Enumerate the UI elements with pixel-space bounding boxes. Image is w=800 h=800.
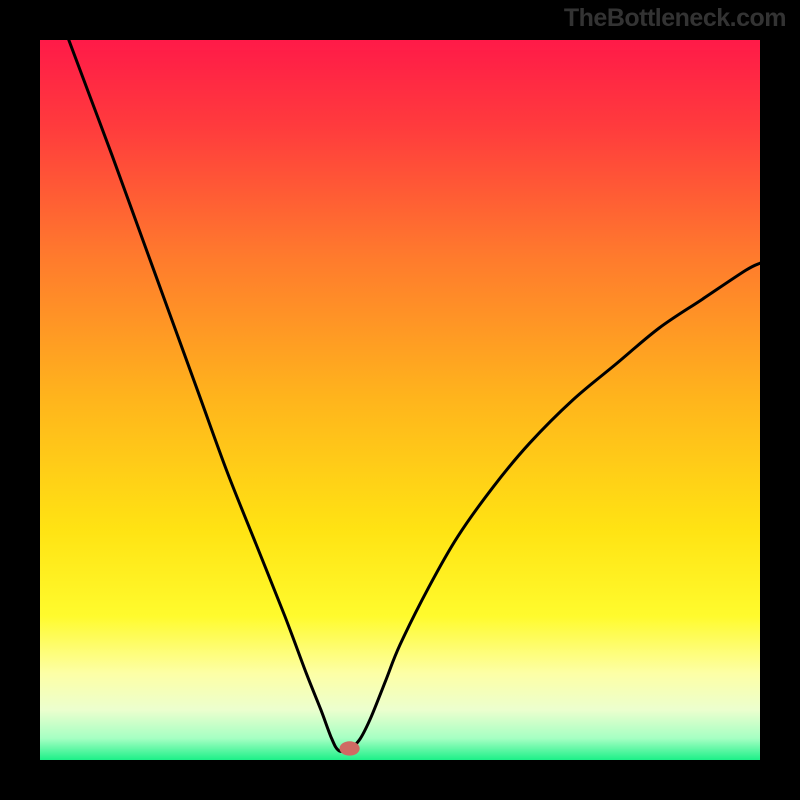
- minimum-marker: [340, 741, 360, 755]
- chart-frame: TheBottleneck.com: [0, 0, 800, 800]
- plot-svg: [40, 40, 760, 760]
- watermark-text: TheBottleneck.com: [564, 4, 786, 33]
- gradient-background: [40, 40, 760, 760]
- plot-area: [40, 40, 760, 760]
